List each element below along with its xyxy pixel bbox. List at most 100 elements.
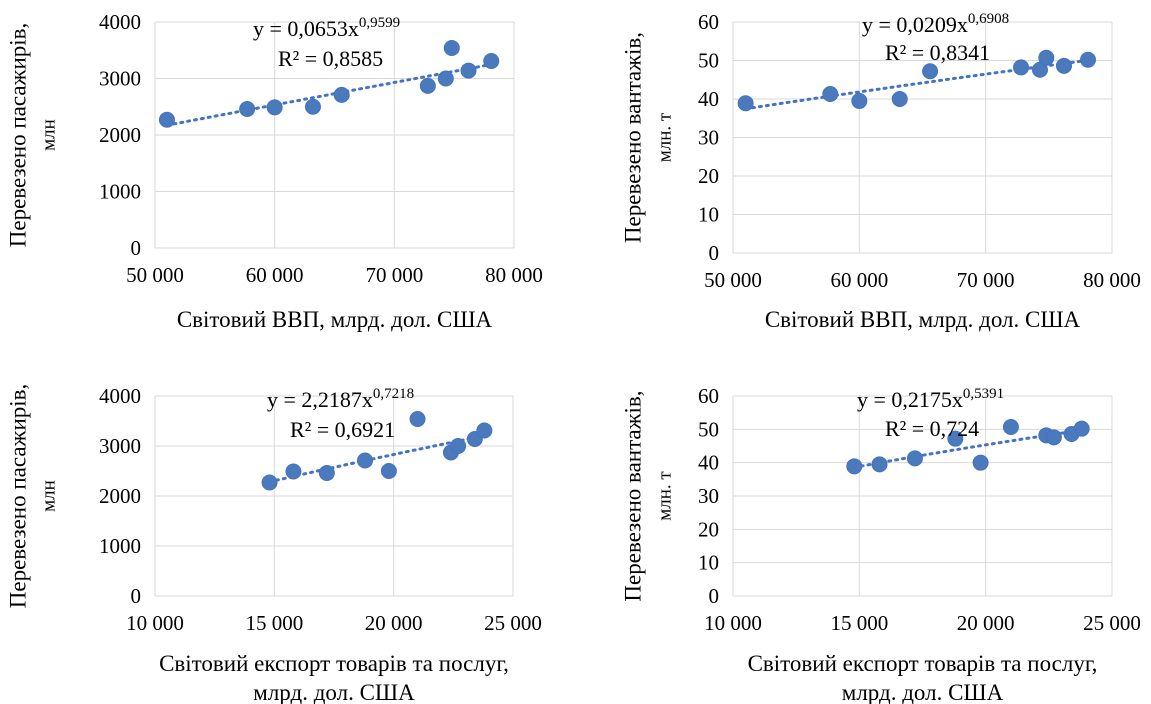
y-axis-title: млн. т [654, 471, 675, 521]
y-tick-label: 40 [698, 451, 719, 475]
x-tick-label: 20 000 [365, 611, 423, 635]
data-point [1045, 429, 1062, 446]
x-axis-title: Світовий експорт товарів та послуг, [159, 651, 509, 676]
data-point [947, 430, 964, 447]
trendline-equation: y = 0,2175x0,5391 [857, 386, 1004, 412]
y-tick-label: 0 [709, 241, 720, 265]
chart-1: 0 1000 2000 3000 4000 50 000 60 000 70 000 80 00… [5, 10, 543, 332]
chart-4: 0 10 20 30 40 50 60 10 000 15 000 20 000 25 000 Пер… [620, 384, 1141, 704]
x-tick-label: 10 000 [126, 611, 184, 635]
y-axis-title: Перевезено вантажів, [620, 32, 645, 243]
y-tick-label: 30 [698, 484, 719, 508]
trendline-equation: y = 0,0653x0,9599 [253, 15, 400, 41]
y-tick-label: 50 [698, 417, 719, 441]
y-axis-title: млн. т [654, 112, 675, 162]
data-point [1073, 420, 1090, 437]
y-axis-title: Перевезено пасажирів, [5, 23, 30, 248]
x-tick-label: 60 000 [830, 268, 888, 292]
data-point [972, 454, 989, 471]
r-squared-label: R² = 0,8585 [278, 46, 383, 71]
data-point [1055, 57, 1072, 74]
data-point [891, 91, 908, 107]
y-tick-label: 1000 [99, 534, 141, 558]
data-point [1002, 419, 1019, 435]
data-point [1038, 49, 1055, 66]
chart-2: 0 10 20 30 40 50 60 50 000 60 000 70 000 80 000 Пер… [620, 10, 1141, 332]
x-tick-label: 80 000 [485, 263, 543, 287]
trendline-equation: y = 0,0209x0,6908 [862, 11, 1009, 37]
y-axis-title: млн [38, 119, 59, 151]
trendline-equation: y = 2,2187x0,7218 [267, 386, 414, 412]
y-axis-title: Перевезено пасажирів, [5, 384, 30, 609]
y-axis-title: Перевезено вантажів, [620, 390, 645, 601]
equation-base: y = 0,0653x [253, 16, 359, 41]
equation-base: y = 0,0209x [862, 12, 968, 37]
data-point [483, 52, 500, 69]
data-point [266, 99, 283, 116]
y-tick-label: 20 [698, 164, 719, 188]
y-tick-label: 50 [698, 49, 719, 73]
y-tick-label: 60 [698, 384, 719, 408]
x-tick-label: 80 000 [1083, 268, 1141, 292]
trendline [744, 58, 1090, 111]
y-tick-label: 4000 [99, 384, 141, 408]
r-squared-label: R² = 0,6921 [290, 417, 395, 442]
chart-3: 0 1000 2000 3000 4000 10 000 15 000 20 000 25 00… [5, 384, 542, 704]
y-tick-label: 20 [698, 517, 719, 541]
y-tick-label: 1000 [99, 180, 141, 204]
y-tick-label: 0 [131, 236, 142, 260]
x-axis-title: Світовий експорт товарів та послуг, [748, 651, 1098, 676]
y-tick-label: 0 [709, 584, 720, 608]
y-tick-label: 30 [698, 126, 719, 150]
data-point [906, 450, 923, 467]
equation-exponent: 0,9599 [359, 15, 400, 31]
trendline [165, 62, 493, 127]
data-point [285, 463, 302, 480]
data-point [822, 85, 839, 102]
data-point [158, 111, 175, 128]
data-point [922, 63, 939, 80]
data-point [333, 86, 350, 103]
data-point [443, 39, 460, 56]
data-point [437, 70, 454, 87]
equation-exponent: 0,6908 [968, 11, 1009, 27]
data-point [419, 77, 436, 94]
x-tick-label: 20 000 [957, 611, 1015, 635]
y-tick-label: 2000 [99, 484, 141, 508]
x-tick-label: 70 000 [365, 263, 423, 287]
x-tick-label: 15 000 [245, 611, 303, 635]
data-point [318, 465, 335, 481]
y-tick-label: 0 [131, 584, 142, 608]
data-point [851, 92, 868, 109]
equation-exponent: 0,7218 [373, 386, 414, 402]
y-tick-label: 3000 [99, 67, 141, 91]
y-tick-label: 60 [698, 10, 719, 34]
data-point [239, 101, 256, 118]
data-point [1013, 59, 1030, 76]
y-tick-label: 40 [698, 87, 719, 111]
x-tick-label: 60 000 [246, 263, 304, 287]
x-tick-label: 25 000 [484, 611, 542, 635]
data-point [737, 95, 754, 112]
x-tick-label: 10 000 [704, 611, 762, 635]
equation-exponent: 0,5391 [963, 386, 1004, 402]
y-tick-label: 4000 [99, 10, 141, 34]
y-tick-label: 3000 [99, 434, 141, 458]
data-point [1079, 51, 1096, 68]
x-axis-title: Світовий ВВП, млрд. дол. США [177, 307, 493, 332]
x-axis-title: млрд. дол. США [253, 680, 415, 704]
trendline [268, 434, 486, 484]
data-point [261, 474, 278, 491]
x-tick-label: 25 000 [1083, 611, 1141, 635]
equation-base: y = 2,2187x [267, 387, 373, 412]
data-point [304, 98, 321, 115]
x-tick-label: 15 000 [830, 611, 888, 635]
x-axis-title: Світовий ВВП, млрд. дол. США [765, 307, 1081, 332]
data-point [476, 422, 493, 439]
x-tick-label: 70 000 [957, 268, 1015, 292]
data-point [460, 62, 477, 79]
data-point [871, 456, 888, 473]
equation-base: y = 0,2175x [857, 387, 963, 412]
y-tick-label: 10 [698, 203, 719, 227]
